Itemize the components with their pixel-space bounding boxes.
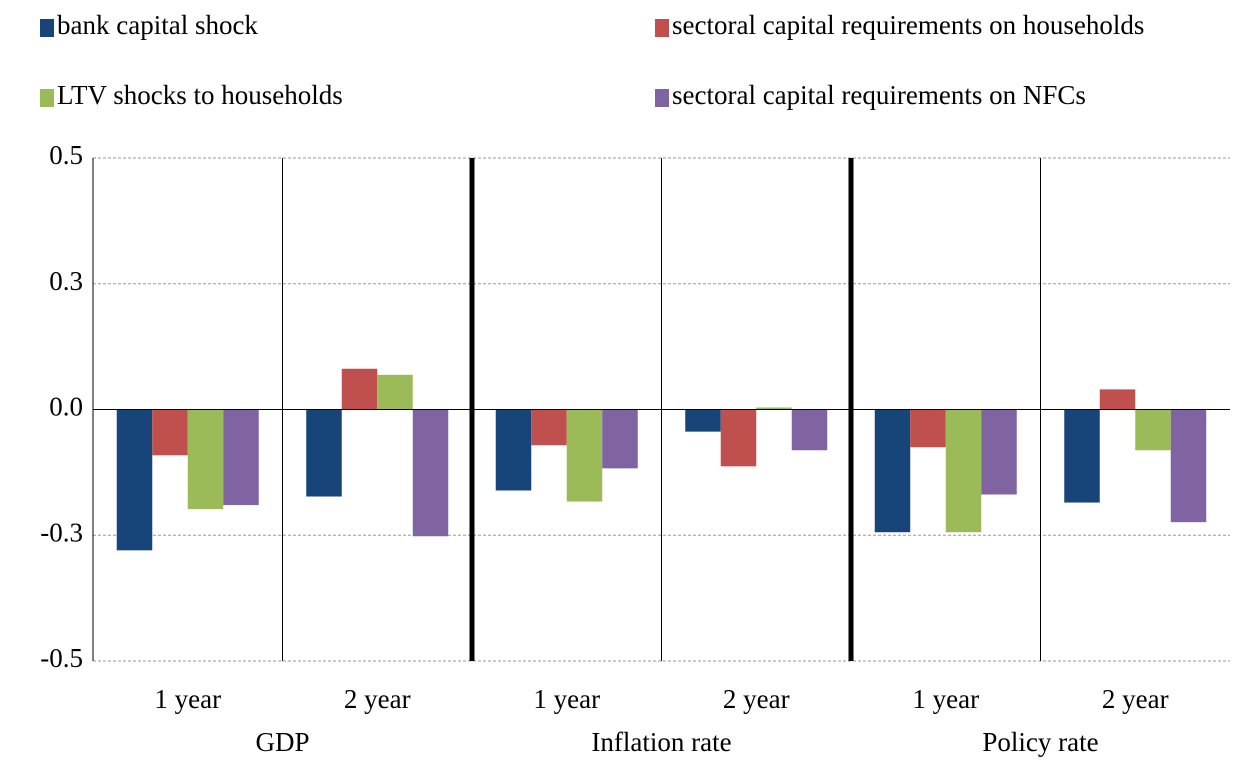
- bar: [187, 409, 224, 510]
- bar: [685, 409, 721, 432]
- bar: [874, 409, 911, 533]
- group-label: GDP: [255, 727, 309, 757]
- legend-label: sectoral capital requirements on NFCs: [672, 80, 1086, 110]
- bar: [306, 409, 342, 497]
- bar: [412, 409, 449, 537]
- x-tick-label: 2 year: [723, 684, 790, 714]
- bar: [495, 409, 532, 491]
- bar: [1135, 409, 1171, 451]
- x-tick-label: 2 year: [1102, 684, 1169, 714]
- x-tick-label: 1 year: [533, 684, 600, 714]
- bar: [791, 409, 828, 451]
- legend-swatch: [655, 19, 669, 37]
- bar: [602, 409, 638, 469]
- legend-swatch: [40, 89, 54, 107]
- bar: [1064, 409, 1100, 503]
- y-tick-label: -0.5: [40, 643, 83, 673]
- bar: [945, 409, 982, 533]
- bar: [1170, 409, 1207, 523]
- bar: [223, 409, 259, 506]
- x-tick-label: 1 year: [154, 684, 221, 714]
- bar: [377, 374, 413, 410]
- legend-label: bank capital shock: [57, 10, 258, 40]
- x-tick-label: 1 year: [912, 684, 979, 714]
- legend-swatch: [40, 19, 54, 37]
- legend-swatch: [655, 89, 669, 107]
- x-tick-label: 2 year: [344, 684, 411, 714]
- y-tick-label: 0.3: [49, 266, 83, 296]
- bar: [1099, 389, 1136, 410]
- legend-label: sectoral capital requirements on househo…: [672, 10, 1144, 40]
- bar: [152, 409, 188, 456]
- bar: [720, 409, 757, 467]
- bar: [981, 409, 1017, 495]
- y-tick-label: 0.0: [49, 392, 83, 422]
- legend-label: LTV shocks to households: [57, 80, 343, 110]
- bar: [341, 368, 378, 410]
- y-tick-label: -0.3: [40, 517, 83, 547]
- group-label: Inflation rate: [591, 727, 731, 757]
- group-label: Policy rate: [982, 727, 1098, 757]
- bar: [531, 409, 567, 446]
- y-tick-label: 0.5: [49, 140, 83, 170]
- bar: [566, 409, 603, 502]
- bar: [116, 409, 153, 551]
- bar: [756, 407, 792, 410]
- bar: [910, 409, 946, 448]
